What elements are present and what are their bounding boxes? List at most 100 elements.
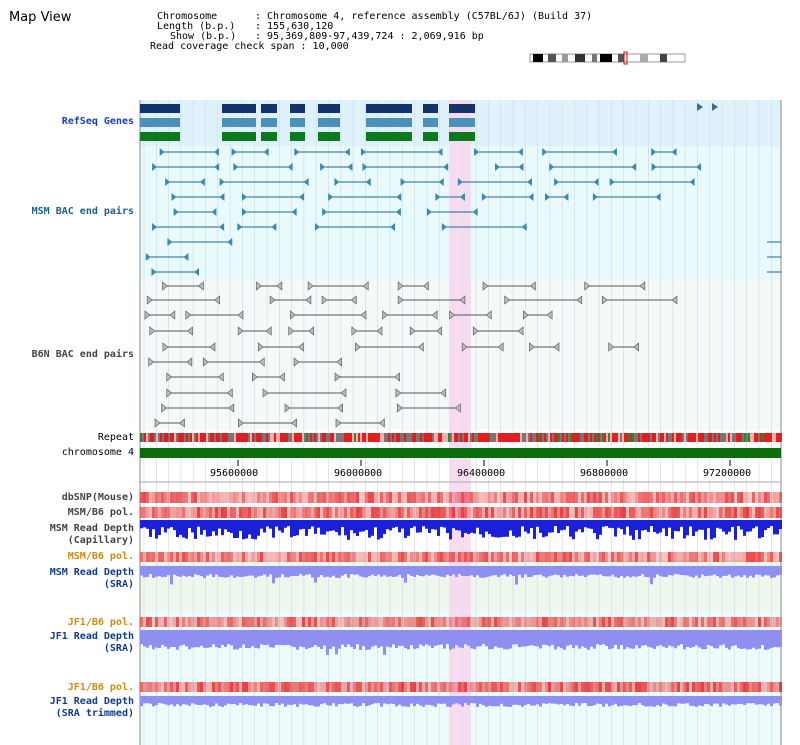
heat-cell <box>548 617 551 627</box>
b6n-bac-end <box>197 281 204 291</box>
depth-jf1-bar <box>680 630 683 645</box>
depth-jf1-trim-bar <box>533 696 536 706</box>
b6n-bac-end <box>360 310 367 320</box>
heat-cell <box>494 507 497 518</box>
heat-cell <box>332 682 335 692</box>
jf1-pol2-label[interactable]: JF1/B6 pol. <box>67 682 134 693</box>
depth-sra-bar <box>767 566 770 576</box>
heat-cell <box>332 492 335 503</box>
depth-cap-bar <box>353 520 356 534</box>
depth-cap-bar <box>302 520 305 529</box>
depth-jf1-trim-bar <box>437 696 440 704</box>
heat-cell <box>593 682 596 692</box>
repeat-cell <box>324 433 326 442</box>
msm-bac-end <box>481 193 487 201</box>
msm-b6-pol-label[interactable]: MSM/B6 pol. <box>67 507 134 518</box>
heat-cell <box>218 617 221 627</box>
msm-bac-end <box>494 163 500 171</box>
repeat-cell <box>410 433 412 442</box>
heat-cell <box>608 552 611 562</box>
msm-depth-cap-label-1[interactable]: MSM Read Depth <box>49 523 134 534</box>
repeat-cell <box>330 433 332 442</box>
heat-cell <box>620 492 623 503</box>
heat-cell <box>569 507 572 518</box>
depth-jf1-bar <box>467 630 470 646</box>
heat-cell <box>305 682 308 692</box>
depth-jf1-bar <box>479 630 482 647</box>
heat-cell <box>554 617 557 627</box>
depth-jf1-bar <box>638 630 641 649</box>
dbsnp-label[interactable]: dbSNP(Mouse) <box>61 492 134 503</box>
heat-cell <box>296 507 299 518</box>
heat-cell <box>626 552 629 562</box>
repeat-cell <box>480 433 482 442</box>
repeat-cell <box>734 433 736 442</box>
jf1-depth-label-1[interactable]: JF1 Read Depth <box>49 631 134 642</box>
ideogram-position-marker <box>623 51 628 65</box>
msm-b6-pol2-label[interactable]: MSM/B6 pol. <box>67 551 134 562</box>
depth-jf1-trim-bar <box>338 696 341 704</box>
heat-cell <box>719 617 722 627</box>
heat-cell <box>749 507 752 518</box>
heat-cell <box>434 552 437 562</box>
heat-cell <box>668 507 671 518</box>
heat-cell <box>503 617 506 627</box>
heat-cell <box>779 682 782 692</box>
b6n-bac-end <box>396 403 403 413</box>
heat-cell <box>179 617 182 627</box>
b6n-bac-end <box>209 342 216 352</box>
msm-bac-end <box>593 178 599 186</box>
depth-sra-bar <box>362 566 365 578</box>
depth-jf1-trim-bar <box>587 696 590 707</box>
heat-cell <box>731 552 734 562</box>
heat-cell <box>473 682 476 692</box>
heat-cell <box>431 552 434 562</box>
refseq-genes-label[interactable]: RefSeq Genes <box>61 116 134 127</box>
depth-sra-bar <box>218 566 221 577</box>
heat-cell <box>761 507 764 518</box>
depth-jf1-bar <box>587 630 590 650</box>
heat-cell <box>482 507 485 518</box>
depth-jf1-bar <box>221 630 224 645</box>
depth-sra-bar <box>143 566 146 578</box>
heat-cell <box>479 552 482 562</box>
repeat-cell <box>696 433 698 442</box>
msm-bac-end <box>441 223 447 231</box>
repeat-cell <box>760 433 762 442</box>
repeat-cell <box>240 433 242 442</box>
b6n-bac-end <box>166 388 173 398</box>
heat-cell <box>770 682 773 692</box>
heat-cell <box>521 682 524 692</box>
jf1-trim-label-1[interactable]: JF1 Read Depth <box>49 696 134 707</box>
heat-cell <box>761 682 764 692</box>
repeat-cell <box>528 433 530 442</box>
msm-bac-label[interactable]: MSM BAC end pairs <box>31 206 134 217</box>
depth-sra-bar <box>566 566 569 577</box>
depth-cap-bar <box>602 520 605 527</box>
b6n-bac-label[interactable]: B6N BAC end pairs <box>31 349 134 360</box>
repeat-cell <box>262 433 264 442</box>
msm-bac-end <box>263 148 269 156</box>
heat-cell <box>143 552 146 562</box>
jf1-pol-label[interactable]: JF1/B6 pol. <box>67 617 134 628</box>
heat-cell <box>524 492 527 503</box>
depth-sra-bar <box>167 566 170 576</box>
depth-sra-bar <box>545 566 548 578</box>
depth-sra-bar <box>764 566 767 576</box>
heat-cell <box>143 682 146 692</box>
heat-cell <box>206 552 209 562</box>
depth-jf1-bar <box>398 630 401 646</box>
gene-block <box>140 132 180 141</box>
heat-cell <box>383 492 386 503</box>
heat-cell <box>338 492 341 503</box>
heat-cell <box>467 492 470 503</box>
heat-cell <box>674 617 677 627</box>
repeat-cell <box>516 433 518 442</box>
heat-cell <box>719 682 722 692</box>
heat-cell <box>224 492 227 503</box>
b6n-bac-end <box>522 310 529 320</box>
depth-sra-bar <box>155 566 158 577</box>
heat-cell <box>611 682 614 692</box>
heat-cell <box>464 492 467 503</box>
msm-depth-sra-label-1[interactable]: MSM Read Depth <box>49 567 134 578</box>
